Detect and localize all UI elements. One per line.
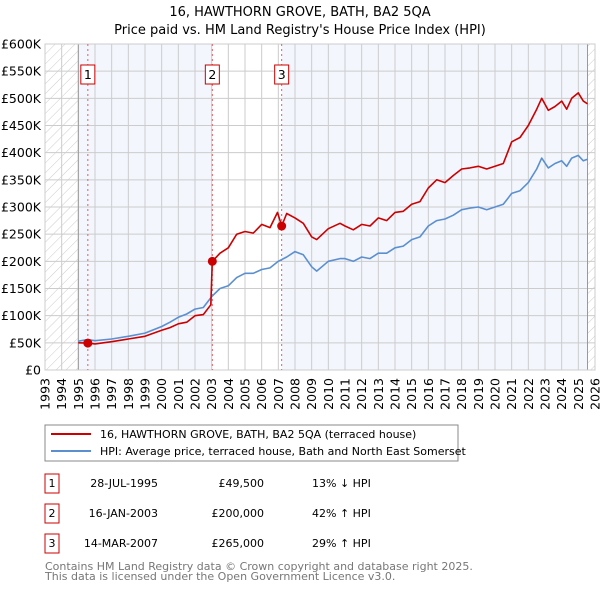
- sale-point: [83, 339, 92, 348]
- y-tick-label: £150K: [1, 281, 42, 296]
- legend-label-property: 16, HAWTHORN GROVE, BATH, BA2 5QA (terra…: [100, 428, 416, 441]
- sale-marker-number: 3: [278, 67, 286, 82]
- row-date: 28-JUL-1995: [90, 477, 158, 490]
- y-tick-label: £100K: [1, 308, 42, 323]
- x-tick-label: 2002: [188, 378, 203, 410]
- x-tick-label: 1997: [104, 378, 119, 410]
- x-tick-label: 2021: [504, 378, 519, 410]
- sale-point: [277, 222, 286, 231]
- x-tick-label: 2013: [371, 378, 386, 410]
- x-tick-label: 2022: [521, 378, 536, 410]
- x-tick-label: 2012: [354, 378, 369, 410]
- row-date: 14-MAR-2007: [84, 537, 158, 550]
- x-tick-label: 2008: [288, 378, 303, 410]
- x-tick-label: 2001: [171, 378, 186, 410]
- y-tick-label: £0: [25, 363, 41, 378]
- x-tick-label: 1995: [71, 378, 86, 410]
- x-tick-label: 1996: [88, 378, 103, 410]
- y-tick-label: £400K: [1, 145, 42, 160]
- legend: 16, HAWTHORN GROVE, BATH, BA2 5QA (terra…: [45, 425, 466, 461]
- row-date: 16-JAN-2003: [89, 507, 158, 520]
- x-tick-label: 2026: [588, 378, 600, 410]
- x-tick-label: 2014: [388, 378, 403, 410]
- sales-table-row: 1 28-JUL-1995 £49,500 13% ↓ HPI: [45, 474, 371, 493]
- x-tick-label: 2016: [421, 378, 436, 410]
- x-tick-label: 1998: [121, 378, 136, 410]
- sales-table-row: 3 14-MAR-2007 £265,000 29% ↑ HPI: [45, 534, 371, 553]
- x-tick-label: 2025: [571, 378, 586, 410]
- sales-table: 1 28-JUL-1995 £49,500 13% ↓ HPI 2 16-JAN-2003…: [45, 474, 371, 553]
- x-tick-label: 2004: [221, 378, 236, 410]
- sale-point: [208, 257, 217, 266]
- row-hpi-change: 42% ↑ HPI: [312, 507, 371, 520]
- x-tick-label: 2003: [204, 378, 219, 410]
- sales-table-row: 2 16-JAN-2003 £200,000 42% ↑ HPI: [45, 504, 371, 523]
- row-number: 3: [49, 537, 56, 550]
- sale-marker-number: 2: [208, 67, 216, 82]
- y-tick-label: £250K: [1, 227, 42, 242]
- chart-subtitle: Price paid vs. HM Land Registry's House …: [114, 23, 486, 38]
- row-number: 1: [49, 477, 56, 490]
- x-tick-label: 2009: [304, 378, 319, 410]
- x-tick-label: 2006: [254, 378, 269, 410]
- x-tick-label: 2011: [338, 378, 353, 410]
- y-tick-label: £350K: [1, 172, 42, 187]
- x-tick-label: 2000: [154, 378, 169, 410]
- x-tick-label: 2015: [404, 378, 419, 410]
- y-tick-label: £550K: [1, 64, 42, 79]
- row-hpi-change: 13% ↓ HPI: [312, 477, 371, 490]
- y-tick-label: £600K: [1, 37, 42, 52]
- row-price: £200,000: [212, 507, 265, 520]
- x-tick-label: 1994: [54, 378, 69, 410]
- x-tick-label: 2017: [438, 378, 453, 410]
- y-tick-label: £200K: [1, 254, 42, 269]
- x-tick-label: 2024: [554, 378, 569, 410]
- row-number: 2: [49, 507, 56, 520]
- y-tick-label: £450K: [1, 118, 42, 133]
- legend-label-hpi: HPI: Average price, terraced house, Bath…: [100, 445, 466, 458]
- x-tick-label: 2007: [271, 378, 286, 410]
- y-tick-label: £300K: [1, 200, 42, 215]
- row-hpi-change: 29% ↑ HPI: [312, 537, 371, 550]
- x-tick-label: 2023: [538, 378, 553, 410]
- sale-marker-number: 1: [84, 67, 92, 82]
- y-tick-label: £500K: [1, 91, 42, 106]
- row-price: £49,500: [219, 477, 265, 490]
- x-tick-label: 2010: [321, 378, 336, 410]
- x-tick-label: 1999: [138, 378, 153, 410]
- x-tick-label: 2005: [238, 378, 253, 410]
- row-price: £265,000: [212, 537, 265, 550]
- chart-title: 16, HAWTHORN GROVE, BATH, BA2 5QA: [169, 5, 430, 20]
- x-tick-label: 2020: [488, 378, 503, 410]
- x-tick-label: 2019: [471, 378, 486, 410]
- x-tick-label: 1993: [38, 378, 53, 410]
- y-tick-label: £50K: [9, 335, 42, 350]
- x-tick-label: 2018: [454, 378, 469, 410]
- footer-licence: This data is licensed under the Open Gov…: [44, 570, 395, 583]
